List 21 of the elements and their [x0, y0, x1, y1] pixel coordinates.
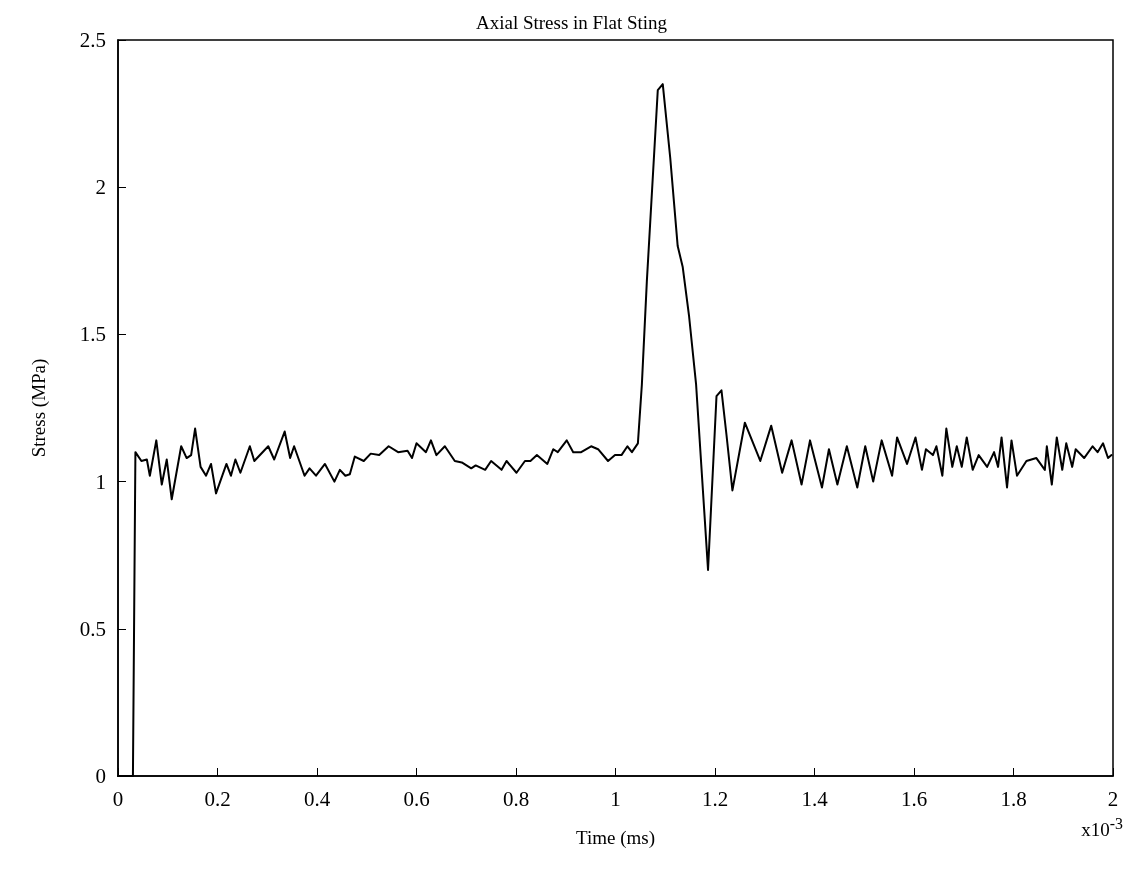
x-tick-label: 1	[610, 786, 621, 811]
x-tick-label: 0.4	[303, 786, 331, 811]
y-tick-label: 0	[95, 764, 106, 788]
text: x10$^{-3}$	[1081, 814, 1123, 841]
x-tick-label: 2	[1107, 786, 1119, 811]
x-tick-label: 1.2	[701, 786, 729, 811]
y-tick-label: 1	[95, 469, 106, 494]
y-tick-label: 0.5	[79, 616, 106, 641]
x-axis-title: Time (ms)	[575, 827, 656, 849]
chart-title: Axial Stress in Flat Sting	[475, 12, 668, 33]
y-tick-label: 1.5	[79, 322, 106, 347]
y-tick-label: 2	[95, 175, 106, 200]
x-tick-label: 1.4	[801, 786, 829, 811]
y-axis-title: Stress (MPa)	[28, 358, 50, 458]
x-tick-label: 1.8	[1000, 786, 1027, 811]
x-tick-label: 0.6	[403, 786, 430, 811]
x-tick-label: 1.6	[900, 786, 928, 811]
y-tick-label: 2.5	[79, 28, 106, 52]
x-tick-label: 0	[112, 786, 124, 811]
x-tick-label: 0.2	[204, 786, 231, 811]
x-tick-label: 0.8	[502, 786, 530, 811]
